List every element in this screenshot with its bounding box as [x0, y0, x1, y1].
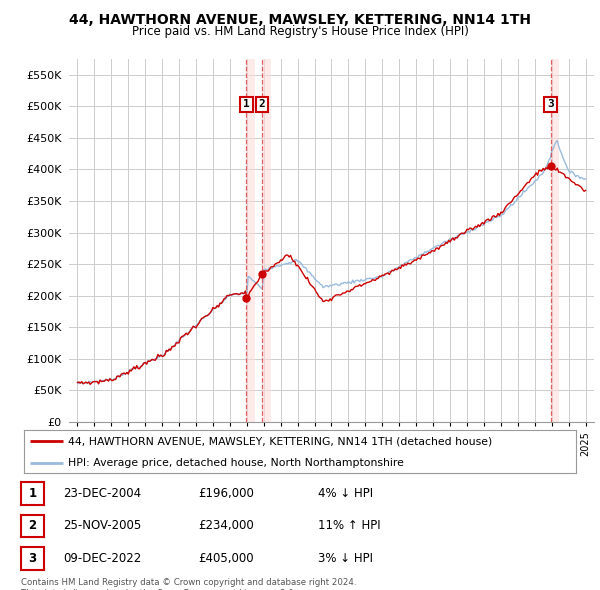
Text: 44, HAWTHORN AVENUE, MAWSLEY, KETTERING, NN14 1TH (detached house): 44, HAWTHORN AVENUE, MAWSLEY, KETTERING,… — [68, 436, 493, 446]
Text: 11% ↑ HPI: 11% ↑ HPI — [318, 519, 380, 533]
Text: £196,000: £196,000 — [198, 487, 254, 500]
Text: £234,000: £234,000 — [198, 519, 254, 533]
Text: 3: 3 — [547, 99, 554, 109]
Text: 4% ↓ HPI: 4% ↓ HPI — [318, 487, 373, 500]
Text: 23-DEC-2004: 23-DEC-2004 — [63, 487, 141, 500]
Text: 1: 1 — [243, 99, 250, 109]
Text: 44, HAWTHORN AVENUE, MAWSLEY, KETTERING, NN14 1TH: 44, HAWTHORN AVENUE, MAWSLEY, KETTERING,… — [69, 13, 531, 27]
Text: 09-DEC-2022: 09-DEC-2022 — [63, 552, 141, 565]
Text: This data is licensed under the Open Government Licence v3.0.: This data is licensed under the Open Gov… — [21, 589, 296, 590]
Text: 1: 1 — [28, 487, 37, 500]
Text: 2: 2 — [259, 99, 265, 109]
Text: Contains HM Land Registry data © Crown copyright and database right 2024.: Contains HM Land Registry data © Crown c… — [21, 578, 356, 586]
Text: £405,000: £405,000 — [198, 552, 254, 565]
Text: 3% ↓ HPI: 3% ↓ HPI — [318, 552, 373, 565]
Bar — [247, 59, 255, 422]
Text: 25-NOV-2005: 25-NOV-2005 — [63, 519, 141, 533]
Text: Price paid vs. HM Land Registry's House Price Index (HPI): Price paid vs. HM Land Registry's House … — [131, 25, 469, 38]
Text: 2: 2 — [28, 519, 37, 533]
Text: HPI: Average price, detached house, North Northamptonshire: HPI: Average price, detached house, Nort… — [68, 458, 404, 468]
Bar — [262, 59, 271, 422]
Text: 3: 3 — [28, 552, 37, 565]
Bar — [551, 59, 559, 422]
